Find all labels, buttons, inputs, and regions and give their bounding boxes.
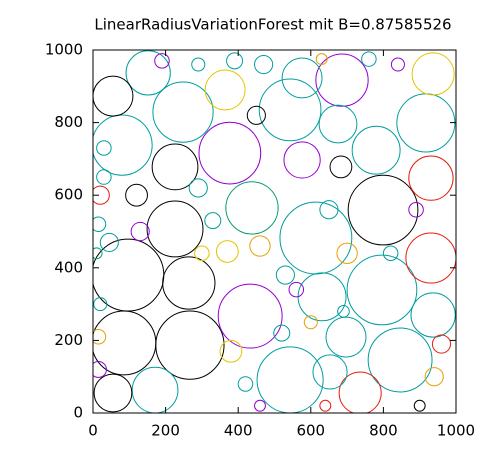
circle <box>382 245 399 262</box>
circle <box>325 316 367 358</box>
circle <box>351 125 401 175</box>
chart-title: LinearRadiusVariationForest mit B=0.8758… <box>94 16 451 34</box>
circle <box>217 283 283 349</box>
circle <box>93 238 165 312</box>
y-tick-label: 1000 <box>45 41 83 59</box>
circle <box>93 373 133 413</box>
circle <box>319 200 339 220</box>
circle <box>125 183 148 207</box>
circle <box>93 247 103 260</box>
circle <box>194 245 210 262</box>
circle <box>219 339 243 363</box>
circle <box>315 53 328 66</box>
circle <box>303 315 318 330</box>
circle <box>297 272 347 322</box>
circle <box>130 221 150 242</box>
circle <box>93 114 153 176</box>
circle <box>279 201 353 275</box>
circle <box>319 399 332 412</box>
circle <box>258 78 322 142</box>
y-tick-label: 0 <box>73 404 83 422</box>
circle <box>99 232 119 252</box>
y-tick-label: 200 <box>54 331 83 349</box>
circle <box>237 376 254 392</box>
circle <box>93 185 110 205</box>
circle <box>338 371 382 413</box>
x-tick-label: 200 <box>151 422 180 440</box>
circle <box>152 81 214 143</box>
circle <box>411 52 455 96</box>
circle <box>93 360 107 378</box>
y-tick-label: 800 <box>54 113 83 131</box>
circle <box>346 254 418 326</box>
circle <box>254 54 274 75</box>
circle <box>336 242 358 264</box>
circle <box>96 140 112 156</box>
circle <box>155 310 225 380</box>
circle <box>93 75 134 117</box>
circle <box>361 51 377 67</box>
circle <box>367 327 433 393</box>
circle <box>191 57 206 72</box>
circle <box>275 265 295 285</box>
x-tick-label: 1000 <box>437 422 475 440</box>
circle <box>254 399 266 412</box>
circle <box>96 169 112 185</box>
circle <box>151 143 199 191</box>
circle <box>413 399 426 412</box>
circle <box>312 354 348 390</box>
x-tick-label: 400 <box>224 422 253 440</box>
circle <box>408 155 454 201</box>
circle <box>347 174 419 246</box>
circle <box>249 235 271 257</box>
circle <box>390 57 405 72</box>
circle <box>93 216 107 232</box>
circle <box>329 155 353 179</box>
y-tick-label: 600 <box>54 186 83 204</box>
circle <box>225 181 279 235</box>
circle <box>162 256 216 310</box>
circle <box>204 212 222 230</box>
circle <box>405 232 456 284</box>
circle <box>396 93 456 153</box>
circle <box>337 305 350 318</box>
circle <box>215 240 239 263</box>
circle <box>288 281 305 298</box>
circle <box>424 367 444 387</box>
circle <box>281 57 323 99</box>
circle <box>125 50 171 96</box>
circle <box>410 292 456 338</box>
plot-area <box>93 50 456 413</box>
circle <box>283 141 321 179</box>
circle <box>246 105 266 125</box>
y-tick-label: 400 <box>54 258 83 276</box>
circle <box>146 200 204 258</box>
circle <box>318 104 358 144</box>
x-tick-label: 600 <box>296 422 325 440</box>
circle <box>315 53 369 107</box>
circle <box>154 53 170 69</box>
x-tick-label: 800 <box>369 422 398 440</box>
circle <box>226 52 244 70</box>
circle <box>131 366 179 413</box>
circle <box>431 334 452 354</box>
circle <box>93 297 108 312</box>
circle <box>273 324 291 342</box>
circle <box>188 178 208 198</box>
circle <box>408 201 424 218</box>
circle <box>204 69 246 111</box>
plot-frame <box>92 49 457 414</box>
circle <box>256 346 324 413</box>
x-tick-label: 0 <box>88 422 98 440</box>
circle <box>198 121 262 185</box>
circle <box>93 329 107 345</box>
